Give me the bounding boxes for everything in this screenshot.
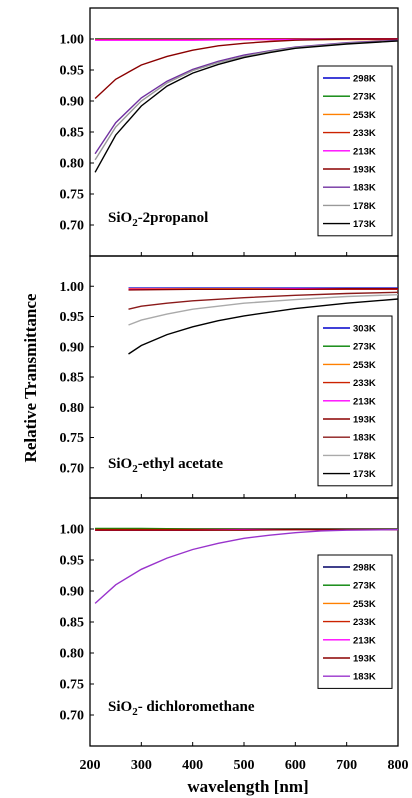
series-line-178K: [128, 294, 399, 326]
x-tick-labels: 200 300 400 500 600 700 800: [80, 758, 409, 773]
x-tick-label: 800: [388, 758, 409, 773]
series-line-193K: [128, 288, 398, 291]
y-tick-label: 0.80: [60, 157, 85, 172]
legend-label: 233K: [353, 128, 376, 139]
legend-label: 233K: [353, 617, 376, 628]
legend-label: 253K: [353, 360, 376, 371]
legend-label: 183K: [353, 433, 376, 444]
y-tick-label: 0.90: [60, 340, 85, 355]
panel-label: SiO2- dichloromethane: [108, 699, 255, 718]
y-tick-label: 0.95: [60, 554, 85, 569]
legend: 298K 273K 253K 233K 213K 193K 183K: [317, 554, 393, 689]
legend-label: 273K: [353, 342, 376, 353]
legend-label: 173K: [353, 469, 376, 480]
legend-label: 178K: [353, 201, 376, 212]
x-tick-label: 700: [336, 758, 357, 773]
y-tick-label: 0.95: [60, 310, 85, 325]
legend-label: 213K: [353, 635, 376, 646]
y-tick-label: 0.85: [60, 371, 85, 386]
y-tick-label: 0.70: [60, 219, 85, 234]
y-tick-label: 0.75: [60, 678, 85, 693]
panel-1: 0.70 0.75 0.80 0.85 0.90 0.95 1.00 298K 273K 253K…: [60, 7, 399, 257]
series-line-183K: [94, 528, 399, 604]
y-tick-label: 0.90: [60, 95, 85, 110]
legend: 298K 273K 253K 233K 213K 193K 183K 178K 173K: [317, 65, 393, 237]
x-tick-label: 200: [80, 758, 101, 773]
legend-label: 303K: [353, 324, 376, 335]
x-tick-label: 300: [131, 758, 152, 773]
y-tick-label: 0.80: [60, 647, 85, 662]
y-tick-label: 0.80: [60, 401, 85, 416]
x-axis-title: wavelength [nm]: [187, 777, 308, 796]
legend-label: 173K: [353, 219, 376, 230]
series-line-173K: [128, 298, 399, 355]
y-tick-label: 0.85: [60, 616, 85, 631]
y-tick-label: 0.70: [60, 461, 85, 476]
y-tick-label: 1.00: [60, 523, 85, 538]
y-tick-label: 0.95: [60, 64, 85, 79]
legend-label: 273K: [353, 92, 376, 103]
legend-label: 298K: [353, 74, 376, 85]
y-tick-label: 1.00: [60, 280, 85, 295]
y-tick-label: 1.00: [60, 33, 85, 48]
legend-label: 183K: [353, 672, 376, 683]
legend-label: 253K: [353, 110, 376, 121]
panel-label: SiO2-ethyl acetate: [108, 456, 223, 475]
y-tick-label: 0.70: [60, 709, 85, 724]
panel-3: 0.70 0.75 0.80 0.85 0.90 0.95 1.00 298K 273K 253K…: [60, 497, 399, 747]
series-line-173K: [94, 40, 399, 173]
legend-label: 253K: [353, 599, 376, 610]
legend-label: 178K: [353, 451, 376, 462]
legend-label: 193K: [353, 415, 376, 426]
legend: 303K 273K 253K 233K 213K 193K 183K 178K 173K: [317, 315, 393, 487]
legend-label: 298K: [353, 563, 376, 574]
x-tick-label: 400: [182, 758, 203, 773]
y-tick-label: 0.85: [60, 126, 85, 141]
series-line-193K: [94, 38, 398, 100]
panels-group: 0.70 0.75 0.80 0.85 0.90 0.95 1.00 298K 273K 253K…: [60, 7, 399, 747]
series-line-183K: [128, 291, 399, 310]
legend-label: 233K: [353, 378, 376, 389]
x-tick-label: 500: [234, 758, 255, 773]
legend-label: 193K: [353, 165, 376, 176]
panel-label: SiO2-2propanol: [108, 210, 208, 229]
y-tick-label: 0.75: [60, 431, 85, 446]
x-tick-label: 600: [285, 758, 306, 773]
y-tick-label: 0.75: [60, 188, 85, 203]
panel-2: 0.70 0.75 0.80 0.85 0.90 0.95 1.00 303K 273K 253K…: [60, 255, 399, 499]
y-tick-label: 0.90: [60, 585, 85, 600]
legend-label: 193K: [353, 654, 376, 665]
y-axis-title: Relative Transmittance: [21, 293, 40, 462]
legend-label: 273K: [353, 581, 376, 592]
legend-label: 213K: [353, 146, 376, 157]
legend-label: 183K: [353, 183, 376, 194]
legend-label: 213K: [353, 396, 376, 407]
